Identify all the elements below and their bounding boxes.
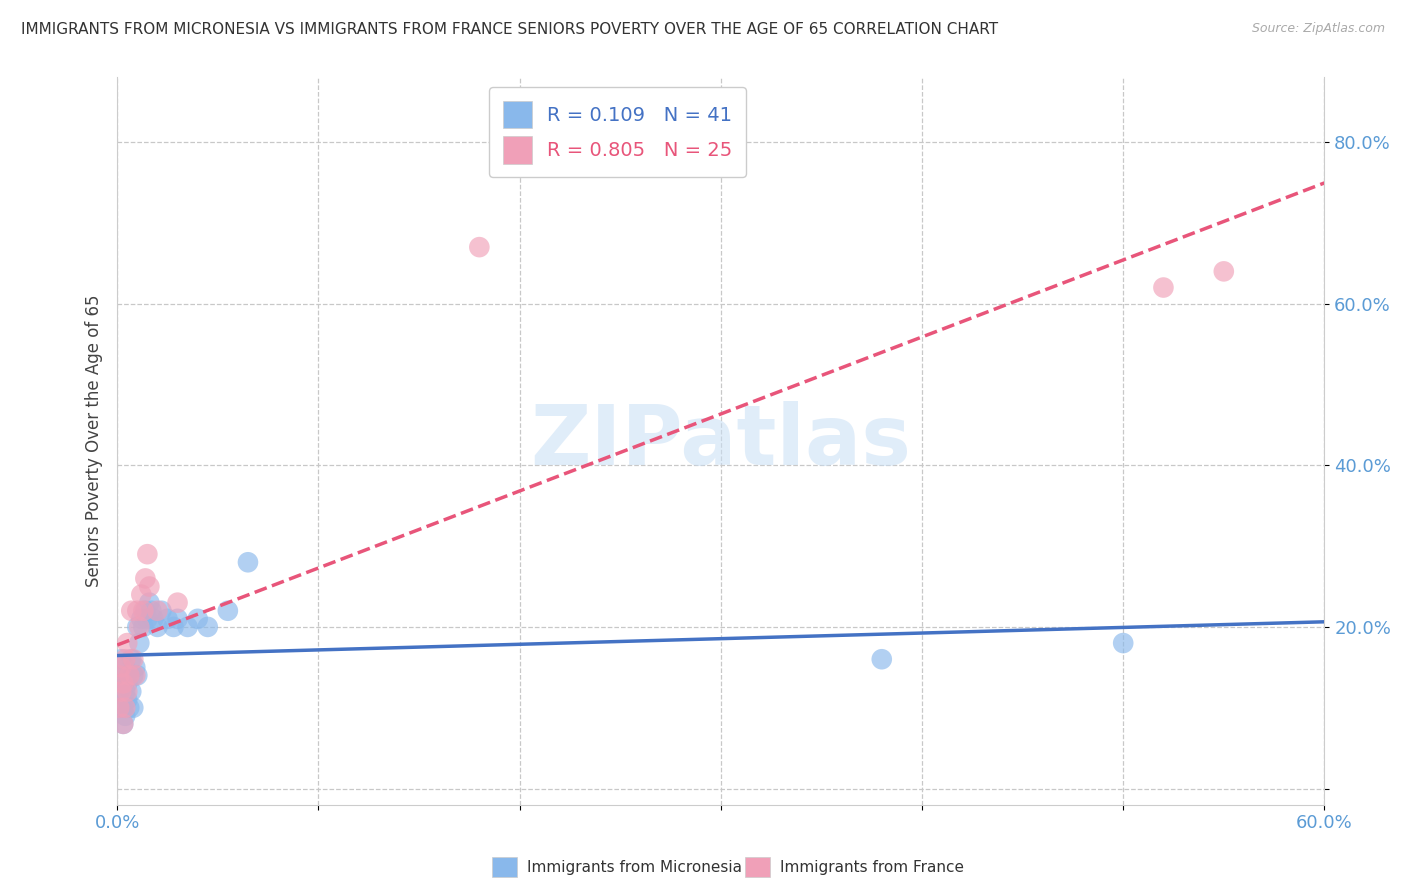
Point xyxy=(128,620,150,634)
Point xyxy=(131,588,153,602)
Point xyxy=(166,596,188,610)
Point xyxy=(134,571,156,585)
Point xyxy=(114,700,136,714)
Text: IMMIGRANTS FROM MICRONESIA VS IMMIGRANTS FROM FRANCE SENIORS POVERTY OVER THE AG: IMMIGRANTS FROM MICRONESIA VS IMMIGRANTS… xyxy=(21,22,998,37)
Text: Immigrants from France: Immigrants from France xyxy=(780,860,965,874)
Point xyxy=(127,668,149,682)
Point xyxy=(120,684,142,698)
Point xyxy=(127,620,149,634)
Point xyxy=(197,620,219,634)
Text: ZIPatlas: ZIPatlas xyxy=(530,401,911,482)
Point xyxy=(1112,636,1135,650)
Point xyxy=(118,668,141,682)
Point xyxy=(127,604,149,618)
Point xyxy=(114,660,136,674)
Point xyxy=(138,596,160,610)
Point xyxy=(110,652,132,666)
Point xyxy=(122,652,145,666)
Point xyxy=(136,547,159,561)
Point xyxy=(131,612,153,626)
Point xyxy=(128,636,150,650)
Y-axis label: Seniors Poverty Over the Age of 65: Seniors Poverty Over the Age of 65 xyxy=(86,295,103,587)
Point xyxy=(112,717,135,731)
Point xyxy=(110,660,132,674)
Point xyxy=(114,684,136,698)
Point xyxy=(136,612,159,626)
Point xyxy=(122,668,145,682)
Point xyxy=(108,700,131,714)
Point xyxy=(114,652,136,666)
Point xyxy=(117,692,139,706)
Point xyxy=(166,612,188,626)
Text: Source: ZipAtlas.com: Source: ZipAtlas.com xyxy=(1251,22,1385,36)
Point xyxy=(1152,280,1174,294)
Point xyxy=(122,700,145,714)
Point xyxy=(120,652,142,666)
Point xyxy=(110,700,132,714)
Point xyxy=(156,612,179,626)
Point xyxy=(112,700,135,714)
Point xyxy=(118,700,141,714)
Point xyxy=(108,668,131,682)
Point xyxy=(117,676,139,690)
Point xyxy=(138,580,160,594)
Point xyxy=(187,612,209,626)
Legend: R = 0.109   N = 41, R = 0.805   N = 25: R = 0.109 N = 41, R = 0.805 N = 25 xyxy=(489,87,747,178)
Point xyxy=(117,636,139,650)
Point xyxy=(112,676,135,690)
Point xyxy=(162,620,184,634)
Point xyxy=(236,555,259,569)
Text: Immigrants from Micronesia: Immigrants from Micronesia xyxy=(527,860,742,874)
Point xyxy=(112,717,135,731)
Point xyxy=(134,604,156,618)
Point xyxy=(117,684,139,698)
Point xyxy=(150,604,173,618)
Point xyxy=(146,620,169,634)
Point xyxy=(132,620,155,634)
Point xyxy=(114,708,136,723)
Point xyxy=(112,676,135,690)
Point xyxy=(124,668,146,682)
Point xyxy=(108,668,131,682)
Point xyxy=(1212,264,1234,278)
Point xyxy=(217,604,239,618)
Point xyxy=(120,604,142,618)
Point xyxy=(124,660,146,674)
Point xyxy=(142,612,165,626)
Point xyxy=(108,684,131,698)
Point xyxy=(110,684,132,698)
Point xyxy=(146,604,169,618)
Point xyxy=(176,620,198,634)
Point xyxy=(870,652,893,666)
Point xyxy=(118,668,141,682)
Point xyxy=(468,240,491,254)
Point xyxy=(132,604,155,618)
Point xyxy=(141,604,163,618)
